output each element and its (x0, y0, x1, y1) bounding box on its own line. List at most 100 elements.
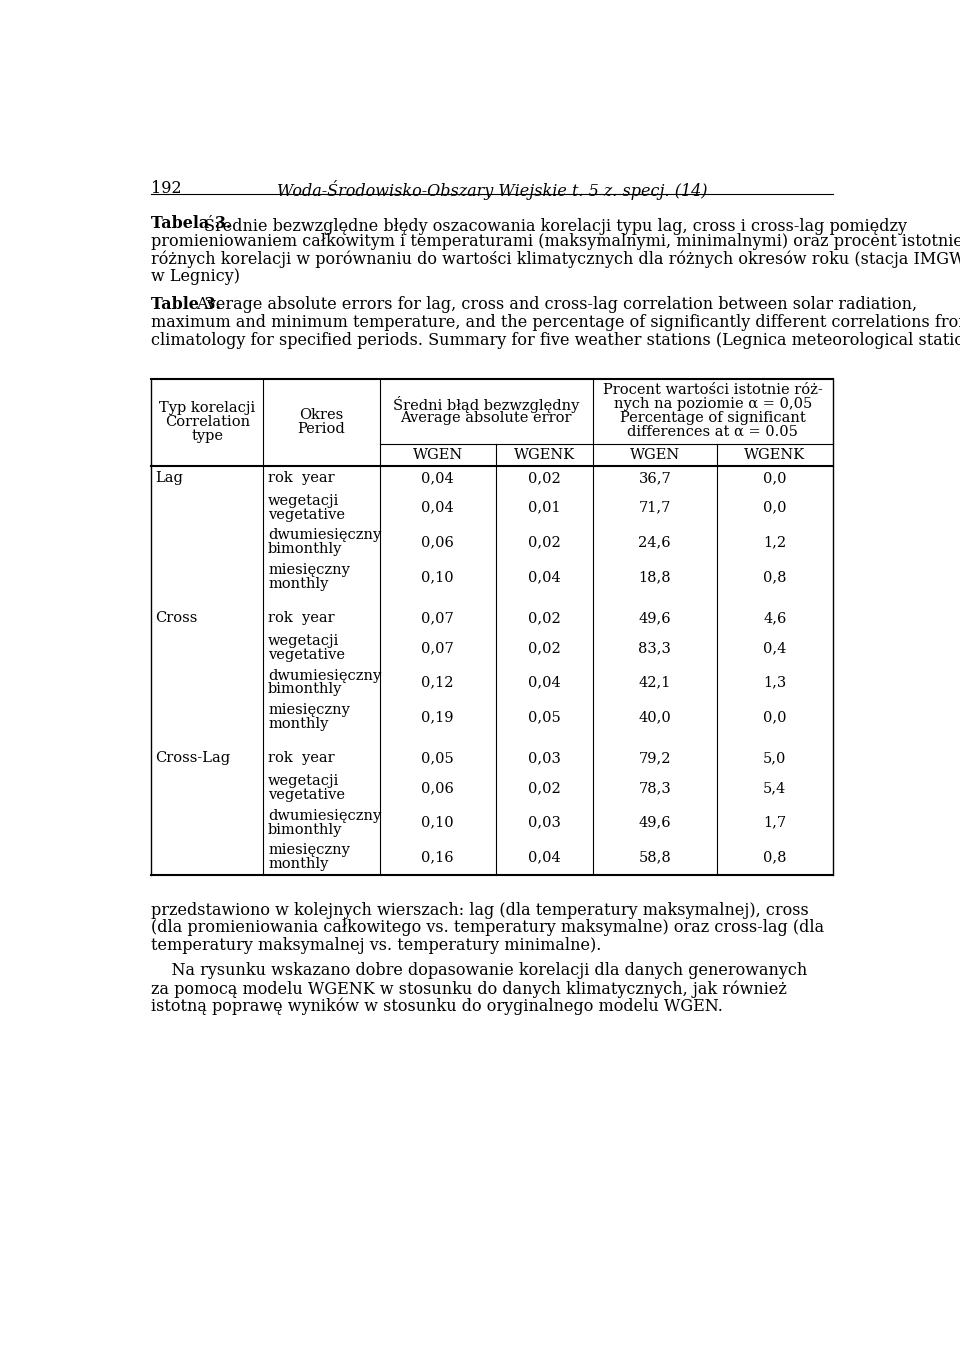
Text: 42,1: 42,1 (638, 676, 671, 690)
Text: climatology for specified periods. Summary for five weather stations (Legnica me: climatology for specified periods. Summa… (151, 332, 960, 348)
Text: Tabela 3.: Tabela 3. (151, 215, 231, 231)
Text: 49,6: 49,6 (638, 611, 671, 626)
Text: 49,6: 49,6 (638, 816, 671, 830)
Text: 0,0: 0,0 (763, 710, 786, 725)
Text: dwumiesięczny: dwumiesięczny (268, 529, 381, 543)
Text: 0,12: 0,12 (421, 676, 454, 690)
Text: Cross: Cross (155, 611, 197, 626)
Text: 78,3: 78,3 (638, 781, 671, 796)
Text: maximum and minimum temperature, and the percentage of significantly different c: maximum and minimum temperature, and the… (151, 314, 960, 330)
Text: rok  year: rok year (268, 471, 335, 486)
Text: 5,0: 5,0 (763, 752, 786, 766)
Text: nych na poziomie α = 0,05: nych na poziomie α = 0,05 (613, 397, 812, 411)
Text: 79,2: 79,2 (638, 752, 671, 766)
Text: 0,0: 0,0 (763, 500, 786, 515)
Text: 71,7: 71,7 (638, 500, 671, 515)
Text: miesięczny: miesięczny (268, 563, 349, 577)
Text: rok  year: rok year (268, 611, 335, 626)
Text: w Legnicy): w Legnicy) (151, 268, 240, 286)
Text: 0,04: 0,04 (528, 850, 561, 865)
Text: Woda-Środowisko-Obszary Wiejskie t. 5 z. specj. (14): Woda-Środowisko-Obszary Wiejskie t. 5 z.… (276, 180, 708, 200)
Text: 0,8: 0,8 (763, 570, 786, 583)
Text: 5,4: 5,4 (763, 781, 786, 796)
Text: Table 3.: Table 3. (151, 296, 221, 313)
Text: vegetative: vegetative (268, 507, 345, 522)
Text: Średni błąd bezwzględny: Średni błąd bezwzględny (393, 396, 580, 413)
Text: 1,3: 1,3 (763, 676, 786, 690)
Text: Procent wartości istotnie róż-: Procent wartości istotnie róż- (603, 384, 823, 397)
Text: Period: Period (298, 422, 346, 437)
Text: przedstawiono w kolejnych wierszach: lag (dla temperatury maksymalnej), cross: przedstawiono w kolejnych wierszach: lag… (151, 902, 808, 918)
Text: dwumiesięczny: dwumiesięczny (268, 669, 381, 683)
Text: 0,04: 0,04 (528, 570, 561, 583)
Text: 0,04: 0,04 (421, 471, 454, 486)
Text: 0,02: 0,02 (528, 536, 561, 549)
Text: 58,8: 58,8 (638, 850, 671, 865)
Text: Cross-Lag: Cross-Lag (155, 752, 230, 766)
Text: WGEN: WGEN (413, 447, 463, 462)
Text: 0,02: 0,02 (528, 471, 561, 486)
Text: miesięczny: miesięczny (268, 843, 349, 857)
Text: (dla promieniowania całkowitego vs. temperatury maksymalne) oraz cross-lag (dla: (dla promieniowania całkowitego vs. temp… (151, 919, 824, 936)
Text: 0,16: 0,16 (421, 850, 454, 865)
Text: 0,06: 0,06 (421, 536, 454, 549)
Text: Correlation: Correlation (164, 415, 250, 430)
Text: bimonthly: bimonthly (268, 823, 343, 836)
Text: Lag: Lag (155, 471, 182, 486)
Text: 0,04: 0,04 (421, 500, 454, 515)
Text: Typ korelacji: Typ korelacji (159, 401, 255, 415)
Text: temperatury maksymalnej vs. temperatury minimalne).: temperatury maksymalnej vs. temperatury … (151, 937, 601, 955)
Text: 4,6: 4,6 (763, 611, 786, 626)
Text: 0,07: 0,07 (421, 641, 454, 656)
Text: 83,3: 83,3 (638, 641, 671, 656)
Text: 0,03: 0,03 (528, 752, 561, 766)
Text: monthly: monthly (268, 577, 328, 592)
Text: 0,02: 0,02 (528, 641, 561, 656)
Text: bimonthly: bimonthly (268, 543, 343, 556)
Text: WGEN: WGEN (630, 447, 680, 462)
Text: 24,6: 24,6 (638, 536, 671, 549)
Text: 1,2: 1,2 (763, 536, 786, 549)
Text: Okres: Okres (300, 408, 344, 423)
Text: 0,06: 0,06 (421, 781, 454, 796)
Text: Average absolute error: Average absolute error (400, 412, 572, 426)
Text: bimonthly: bimonthly (268, 683, 343, 696)
Text: 40,0: 40,0 (638, 710, 671, 725)
Text: różnych korelacji w porównaniu do wartości klimatycznych dla różnych okresów rok: różnych korelacji w porównaniu do wartoś… (151, 250, 960, 268)
Text: miesięczny: miesięczny (268, 703, 349, 717)
Text: 0,8: 0,8 (763, 850, 786, 865)
Text: wegetacji: wegetacji (268, 494, 340, 507)
Text: 0,0: 0,0 (763, 471, 786, 486)
Text: 192: 192 (151, 180, 181, 197)
Text: differences at α = 0.05: differences at α = 0.05 (628, 424, 799, 439)
Text: vegetative: vegetative (268, 787, 345, 802)
Text: monthly: monthly (268, 857, 328, 872)
Text: WGENK: WGENK (744, 447, 805, 462)
Text: 0,10: 0,10 (421, 816, 454, 830)
Text: za pomocą modelu WGENK w stosunku do danych klimatycznych, jak również: za pomocą modelu WGENK w stosunku do dan… (151, 981, 787, 998)
Text: 0,05: 0,05 (421, 752, 454, 766)
Text: Na rysunku wskazano dobre dopasowanie korelacji dla danych generowanych: Na rysunku wskazano dobre dopasowanie ko… (151, 963, 807, 979)
Text: wegetacji: wegetacji (268, 774, 340, 789)
Text: type: type (191, 430, 223, 443)
Text: Percentage of significant: Percentage of significant (620, 411, 805, 426)
Text: WGENK: WGENK (514, 447, 575, 462)
Text: istotną poprawę wyników w stosunku do oryginalnego modelu WGEN.: istotną poprawę wyników w stosunku do or… (151, 998, 723, 1016)
Text: vegetative: vegetative (268, 647, 345, 662)
Text: 0,02: 0,02 (528, 611, 561, 626)
Text: 0,01: 0,01 (528, 500, 561, 515)
Text: 0,10: 0,10 (421, 570, 454, 583)
Text: dwumiesięczny: dwumiesięczny (268, 809, 381, 823)
Text: 18,8: 18,8 (638, 570, 671, 583)
Text: 0,07: 0,07 (421, 611, 454, 626)
Text: 36,7: 36,7 (638, 471, 671, 486)
Text: 0,02: 0,02 (528, 781, 561, 796)
Text: 0,19: 0,19 (421, 710, 454, 725)
Text: Average absolute errors for lag, cross and cross-lag correlation between solar r: Average absolute errors for lag, cross a… (196, 296, 917, 313)
Text: 0,04: 0,04 (528, 676, 561, 690)
Text: Średnie bezwzględne błędy oszacowania korelacji typu lag, cross i cross-lag pomi: Średnie bezwzględne błędy oszacowania ko… (204, 215, 906, 235)
Text: 0,05: 0,05 (528, 710, 561, 725)
Text: wegetacji: wegetacji (268, 634, 340, 647)
Text: 1,7: 1,7 (763, 816, 786, 830)
Text: monthly: monthly (268, 717, 328, 732)
